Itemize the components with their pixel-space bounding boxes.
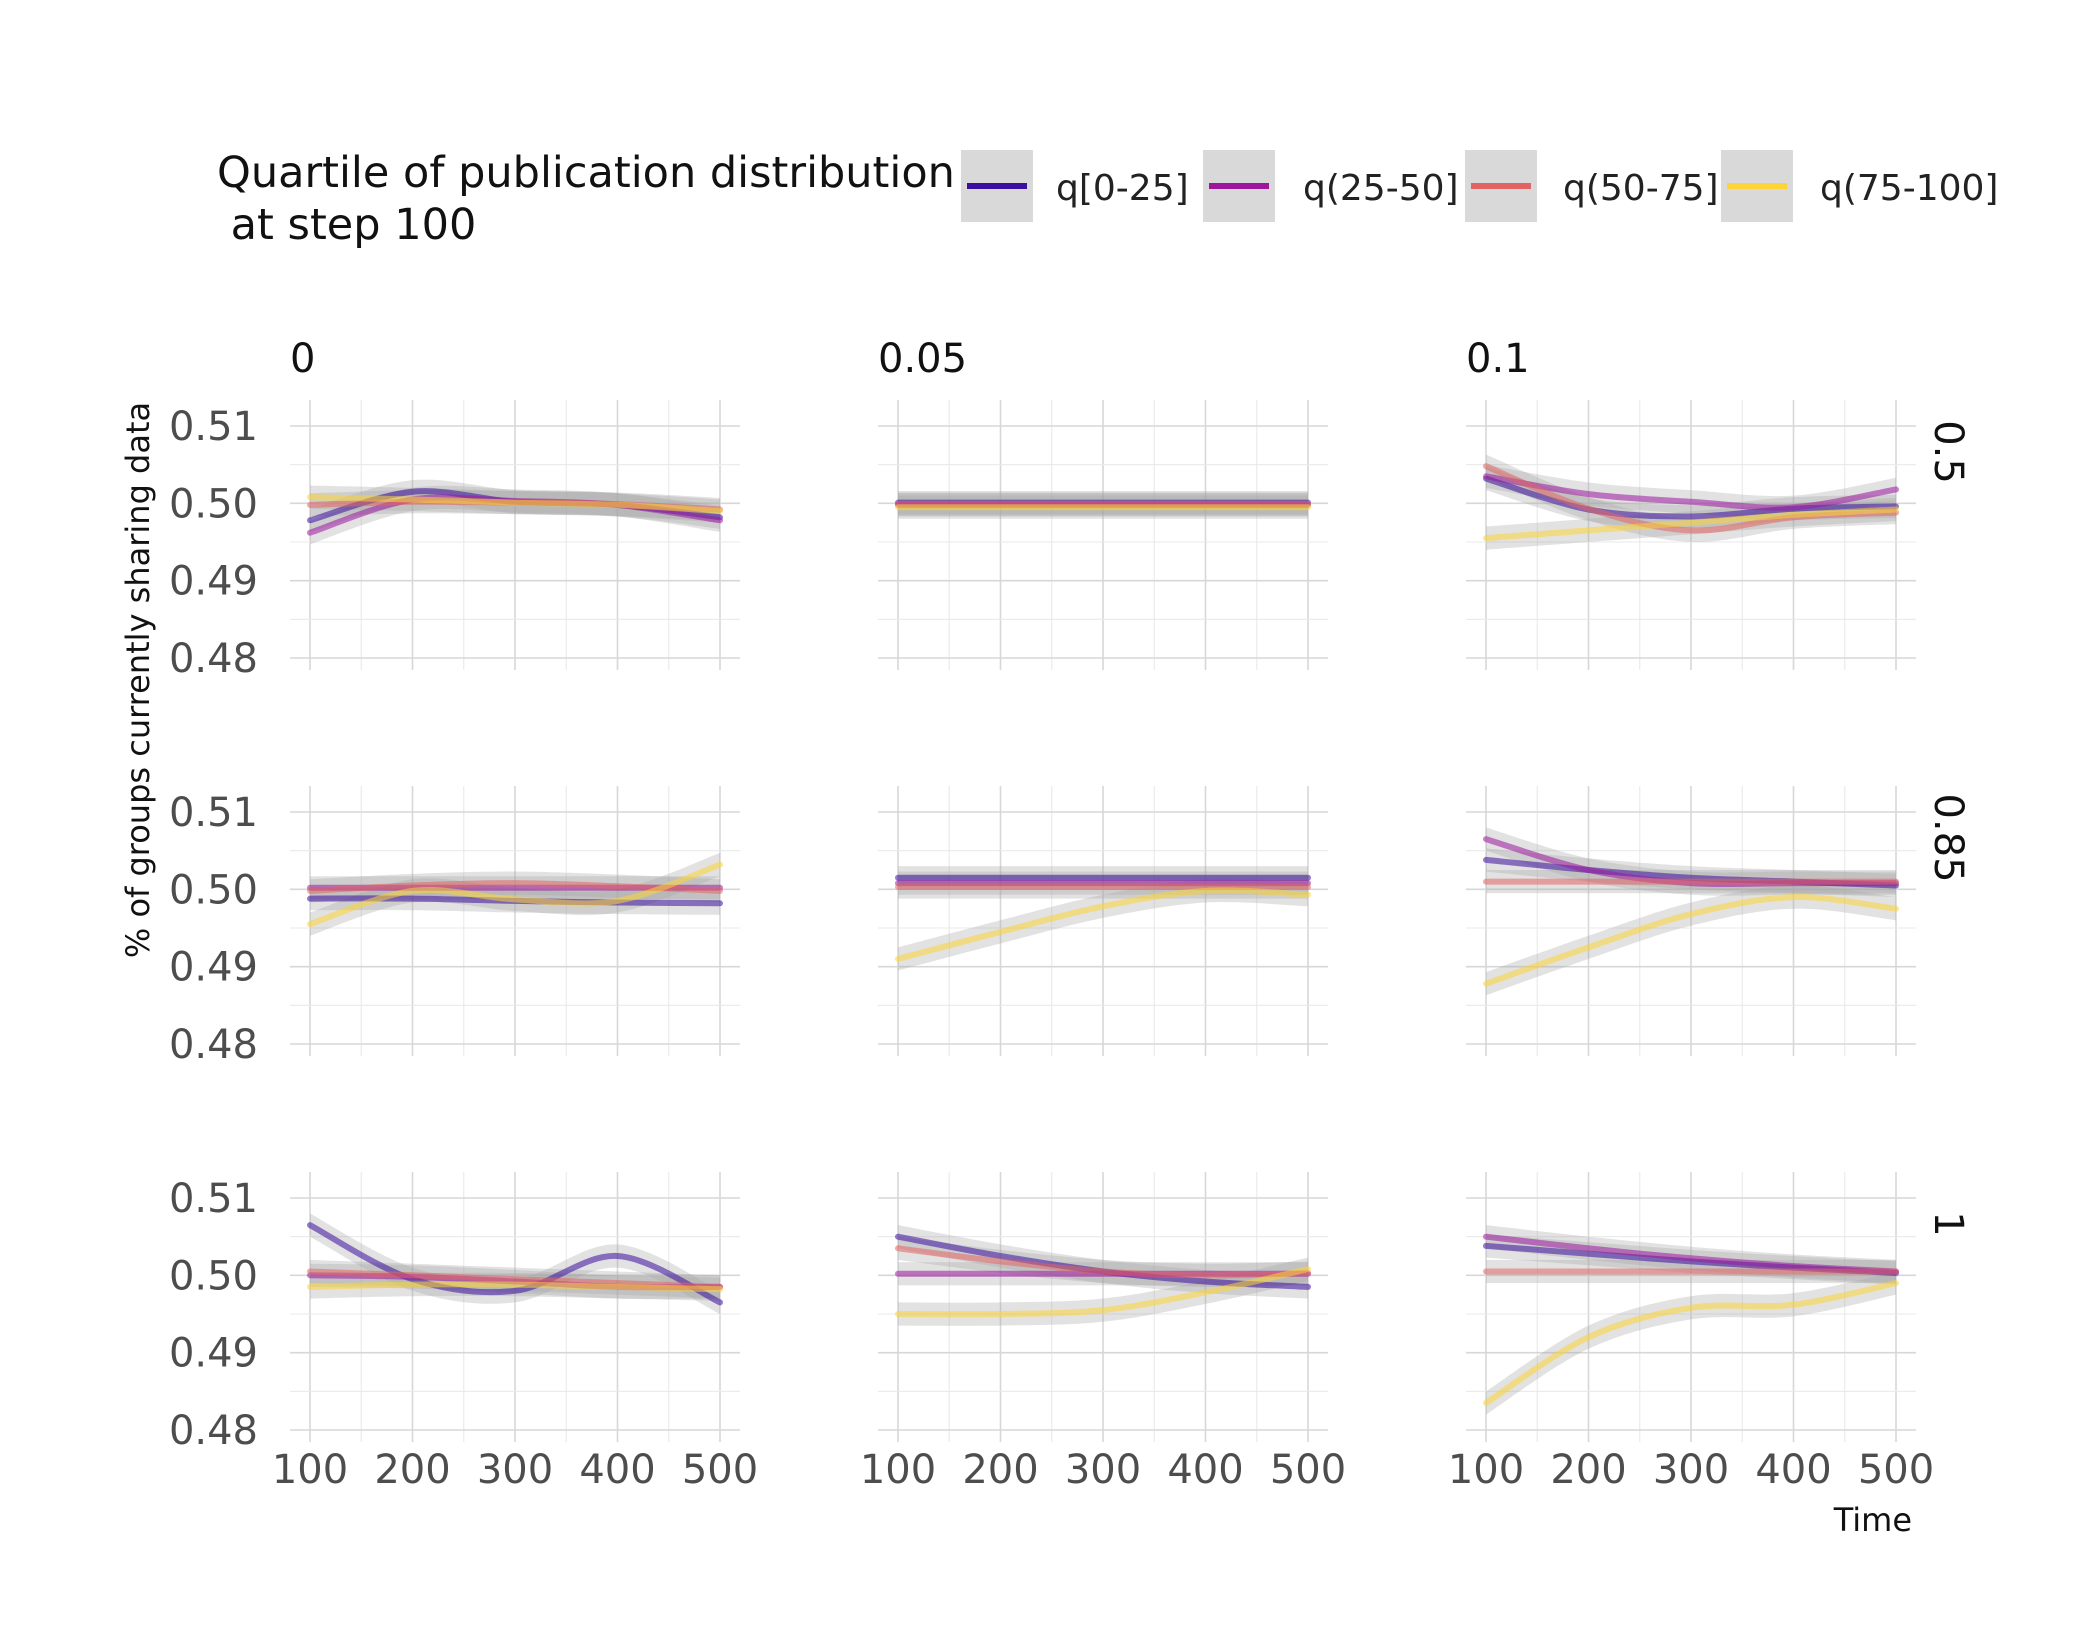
legend-title: Quartile of publication distribution at …	[217, 148, 955, 250]
x-tick-label: 400	[579, 1447, 655, 1493]
series-line	[895, 887, 1311, 962]
x-tick-label: 500	[682, 1447, 758, 1493]
series-line	[307, 1268, 723, 1290]
confidence-band	[310, 1213, 720, 1314]
legend-item: q(25-50]	[1203, 150, 1459, 222]
panel-grid	[290, 1172, 740, 1442]
series-line	[1483, 1233, 1899, 1275]
series-line	[1483, 475, 1899, 520]
facet-panel	[878, 786, 1328, 1056]
legend-item: q[0-25]	[961, 150, 1189, 222]
facet-row-label: 1	[1925, 1211, 1971, 1236]
x-tick-label: 500	[1858, 1447, 1934, 1493]
confidence-band	[898, 878, 1308, 971]
legend-item: q(75-100]	[1721, 150, 1998, 222]
panel-grid	[878, 400, 1328, 670]
y-tick-label: 0.51	[169, 404, 258, 450]
y-tick-label: 0.49	[169, 945, 258, 991]
x-tick-label: 300	[477, 1447, 553, 1493]
series-line	[307, 880, 723, 894]
y-tick-label: 0.50	[169, 867, 258, 913]
y-tick-label: 0.49	[169, 1331, 258, 1377]
confidence-band	[310, 853, 720, 936]
x-tick-label: 200	[1550, 1447, 1626, 1493]
series-line	[1483, 1280, 1899, 1406]
y-tick-label: 0.48	[169, 1408, 258, 1454]
y-tick-label: 0.50	[169, 1253, 258, 1299]
x-tick-label: 400	[1167, 1447, 1243, 1493]
facet-column-label: 0	[290, 336, 315, 382]
facet-column-label: 0.1	[1466, 336, 1530, 382]
facet-panel: 0.48 0.49 0.50 0.51	[169, 786, 740, 1068]
x-tick-label: 100	[272, 1447, 348, 1493]
facet-column-label: 0.05	[878, 336, 967, 382]
legend-label: q[0-25]	[1056, 168, 1189, 209]
facet-panel: 100 200 300 400 500	[1448, 1172, 1934, 1493]
facet-panel: 0.48 0.49 0.50 0.51 100 200 300 400 500	[169, 1172, 758, 1493]
legend-label: q(75-100]	[1820, 168, 1998, 209]
series-line	[307, 494, 723, 515]
series-line	[307, 861, 723, 928]
facet-panels: 0 0.05 0.1 0.5 0.85 1 0.48 0.49 0.50 0.51 0.48 0.49…	[169, 336, 1971, 1493]
y-tick-label: 0.50	[169, 481, 258, 527]
y-tick-label: 0.48	[169, 636, 258, 682]
legend-item: q(50-75]	[1465, 150, 1719, 222]
panel-grid	[1466, 400, 1916, 670]
x-tick-label: 400	[1755, 1447, 1831, 1493]
series-line	[895, 1266, 1311, 1318]
x-tick-label: 300	[1065, 1447, 1141, 1493]
legend: Quartile of publication distribution at …	[217, 148, 1998, 250]
series-line	[1483, 894, 1899, 987]
x-tick-label: 100	[1448, 1447, 1524, 1493]
facet-row-label: 0.5	[1925, 420, 1971, 484]
y-tick-label: 0.51	[169, 1176, 258, 1222]
facet-panel	[878, 400, 1328, 670]
y-tick-label: 0.51	[169, 790, 258, 836]
x-tick-label: 100	[860, 1447, 936, 1493]
facet-panel	[1466, 786, 1916, 1056]
y-axis-title: % of groups currently sharing data	[119, 402, 157, 958]
panel-grid	[1466, 786, 1916, 1056]
legend-label: q(25-50]	[1303, 168, 1459, 209]
x-tick-label: 200	[962, 1447, 1038, 1493]
confidence-band	[1486, 885, 1896, 996]
panel-grid	[290, 786, 740, 1056]
series-line	[895, 1245, 1311, 1279]
series-line	[307, 1281, 723, 1293]
x-axis-title: Time	[1833, 1501, 1912, 1539]
panel-grid	[878, 786, 1328, 1056]
legend-label: q(50-75]	[1563, 168, 1719, 209]
x-tick-label: 200	[374, 1447, 450, 1493]
panel-grid	[290, 400, 740, 670]
series-line	[1483, 473, 1899, 511]
series-line	[307, 1222, 723, 1306]
series-line	[1483, 506, 1899, 542]
y-tick-label: 0.48	[169, 1022, 258, 1068]
legend-items: q[0-25] q(25-50] q(50-75] q(75-100]	[961, 150, 1998, 222]
y-tick-label: 0.49	[169, 559, 258, 605]
facet-panel	[1466, 400, 1916, 670]
x-tick-label: 500	[1270, 1447, 1346, 1493]
facet-row-label: 0.85	[1925, 793, 1971, 882]
facet-panel: 100 200 300 400 500	[860, 1172, 1346, 1493]
confidence-band	[898, 1257, 1308, 1326]
facet-panel: 0.48 0.49 0.50 0.51	[169, 400, 740, 682]
x-tick-label: 300	[1653, 1447, 1729, 1493]
